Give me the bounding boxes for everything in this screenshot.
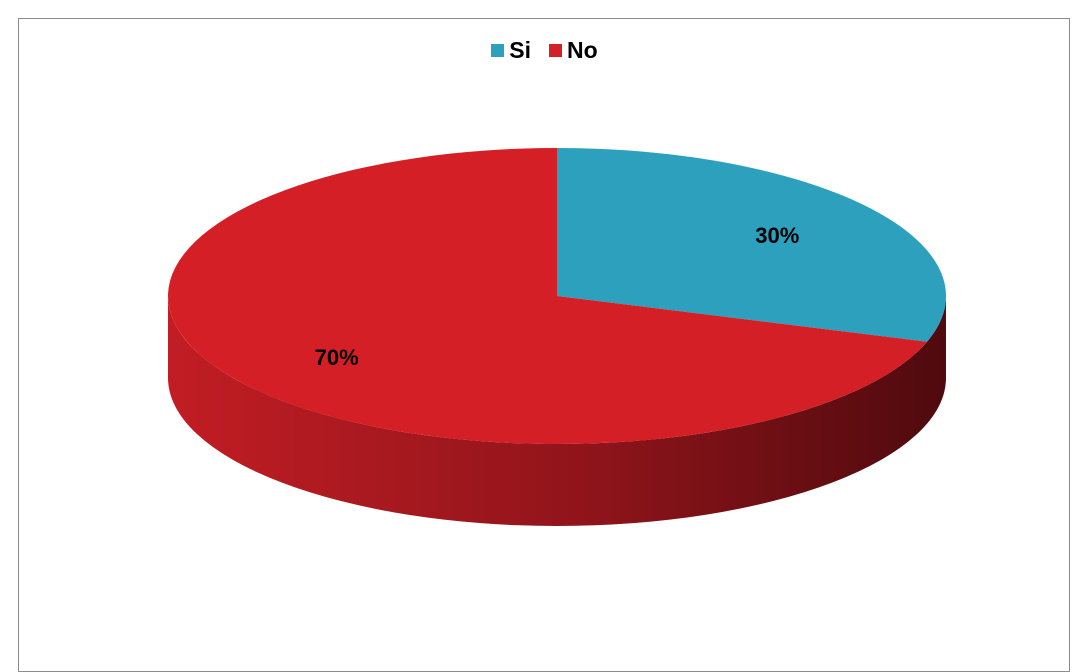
pie-slice-si <box>557 148 946 342</box>
legend-item-no: No <box>549 37 598 64</box>
legend-label-si: Si <box>509 37 532 63</box>
pie-side-wall <box>168 296 946 526</box>
legend-item-si: Si <box>491 37 531 64</box>
legend-swatch-si <box>491 44 505 57</box>
data-label-no: 70% <box>315 345 359 370</box>
legend-swatch-no <box>549 44 563 57</box>
legend-label-no: No <box>567 37 598 63</box>
data-label-si: 30% <box>755 223 799 248</box>
pie-slice-no <box>168 148 927 444</box>
chart-legend: Si No <box>0 37 1089 64</box>
